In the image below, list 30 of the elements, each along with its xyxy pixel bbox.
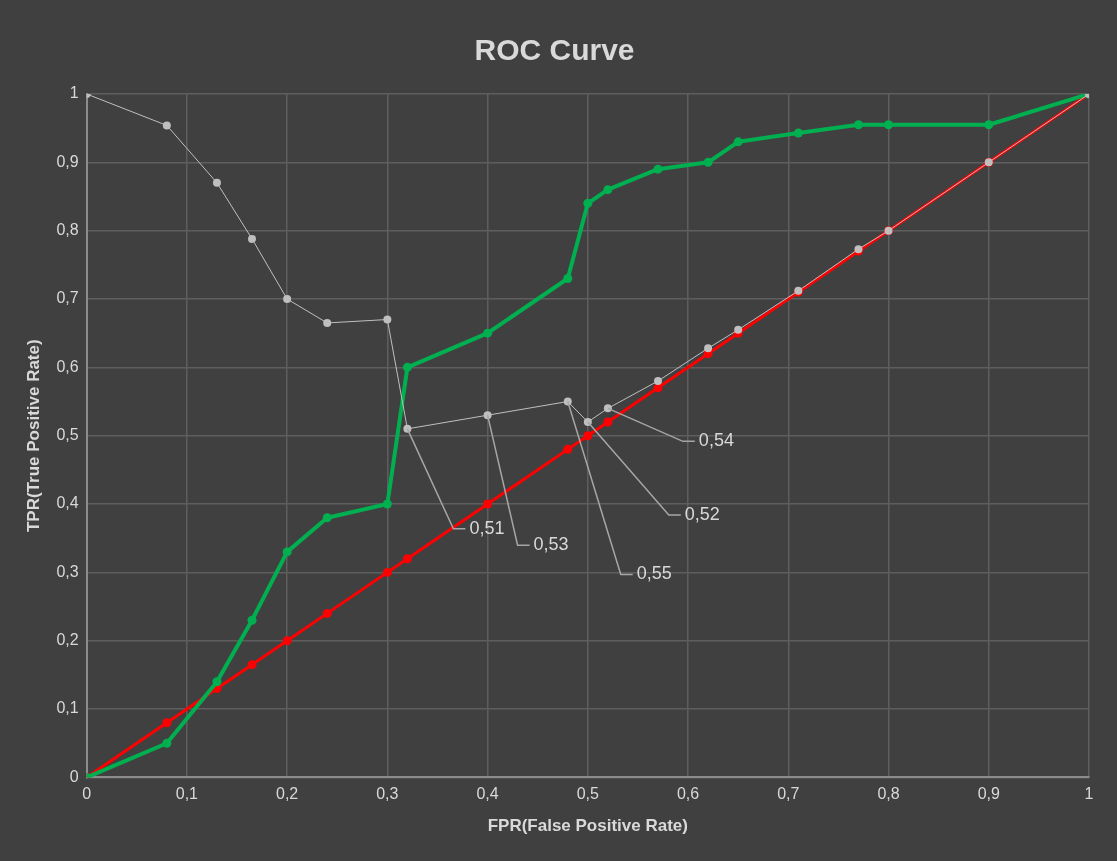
- y-axis-title: TPR(True Positive Rate): [23, 339, 43, 533]
- x-tick-label: 0,6: [676, 785, 700, 803]
- x-tick-label: 0,1: [175, 785, 199, 803]
- y-tick-label: 0,2: [56, 631, 79, 649]
- y-tick-label: 0,3: [56, 562, 79, 580]
- y-tick-label: 0,6: [56, 357, 79, 375]
- data-label: 0,53: [533, 534, 569, 555]
- x-tick-label: 0,2: [275, 785, 299, 803]
- x-tick-label: 0,7: [777, 785, 800, 803]
- y-tick-label: 0,4: [56, 494, 79, 512]
- chart-title: ROC Curve: [474, 33, 635, 67]
- x-tick-label: 0,8: [877, 785, 900, 803]
- x-axis-title: FPR(False Positive Rate): [487, 816, 688, 836]
- y-tick-label: 0,8: [56, 221, 79, 239]
- x-tick-label: 0,9: [977, 785, 1000, 803]
- x-tick-label: 0,5: [576, 785, 600, 803]
- y-tick-label: 0,5: [56, 426, 79, 444]
- data-label: 0,54: [698, 430, 734, 451]
- y-tick-label: 0: [69, 767, 79, 785]
- y-tick-label: 0,1: [56, 699, 79, 717]
- y-tick-label: 0,7: [56, 289, 79, 307]
- y-tick-label: 0,9: [56, 152, 79, 170]
- data-label: 0,51: [469, 517, 505, 538]
- y-tick-label: 1: [69, 84, 79, 102]
- x-tick-label: 1: [1084, 785, 1094, 803]
- x-tick-label: 0,3: [376, 785, 399, 803]
- x-tick-label: 0,4: [476, 785, 499, 803]
- data-label: 0,55: [636, 563, 672, 584]
- x-tick-label: 0: [82, 785, 92, 803]
- data-label: 0,52: [684, 504, 720, 524]
